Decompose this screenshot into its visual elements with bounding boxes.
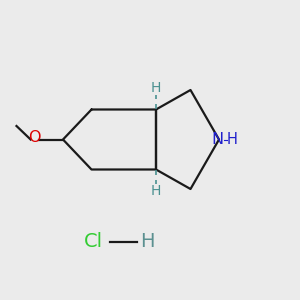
Text: H: H	[151, 82, 161, 95]
Text: H: H	[151, 184, 161, 198]
Text: H: H	[226, 132, 237, 147]
Text: H: H	[140, 232, 154, 251]
Text: Cl: Cl	[83, 232, 103, 251]
Text: O: O	[28, 130, 41, 146]
Text: N: N	[212, 132, 224, 147]
